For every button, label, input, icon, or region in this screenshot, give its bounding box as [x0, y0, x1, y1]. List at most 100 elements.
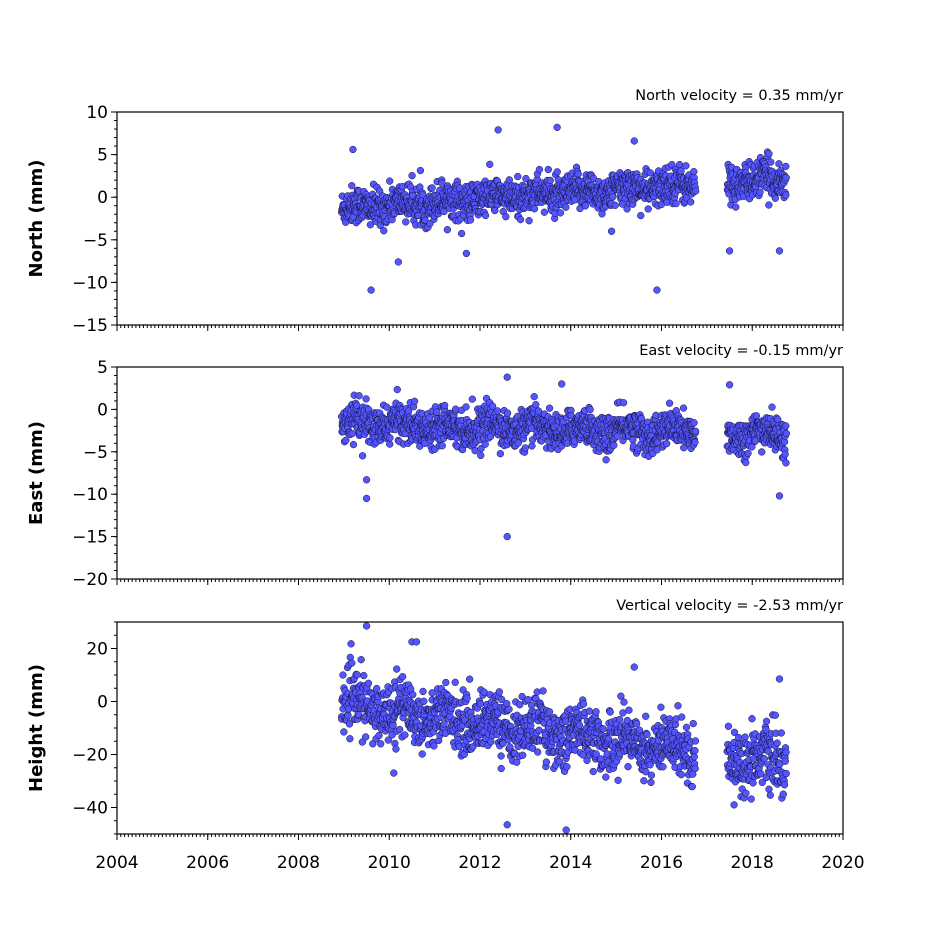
east-point: [468, 395, 476, 403]
height-point: [357, 656, 365, 664]
east-panel-title: East velocity = -0.15 mm/yr: [639, 343, 843, 359]
xtick-label: 2016: [640, 853, 683, 873]
east-point: [690, 419, 698, 427]
height-point: [519, 751, 527, 759]
north-ytick-label: 10: [86, 103, 108, 123]
north-point: [767, 158, 775, 166]
north-point: [782, 162, 790, 171]
north-point: [581, 202, 590, 210]
height-point: [592, 708, 600, 716]
height-point: [760, 755, 769, 763]
north-point: [481, 211, 490, 220]
east-ytick-label: −15: [72, 528, 108, 548]
east-point: [421, 439, 429, 448]
height-point: [539, 687, 547, 695]
height-point: [535, 726, 543, 734]
north-point: [690, 168, 698, 176]
east-point: [665, 399, 674, 407]
height-point: [624, 763, 632, 771]
north-point: [677, 167, 685, 175]
east-point: [462, 403, 470, 411]
east-point: [752, 412, 761, 420]
east-point: [530, 392, 538, 401]
east-outlier-point: [362, 494, 371, 503]
height-ytick-label: −20: [72, 746, 108, 766]
north-outlier-point: [553, 123, 561, 131]
east-point: [362, 395, 370, 403]
north-point: [408, 172, 416, 180]
xtick-label: 2014: [549, 853, 592, 873]
north-point: [771, 194, 779, 202]
height-point: [585, 707, 593, 715]
height-point: [615, 715, 624, 724]
height-point: [340, 728, 348, 736]
east-point: [438, 442, 446, 450]
height-point: [777, 729, 785, 737]
xtick-label: 2004: [95, 853, 138, 873]
height-point: [689, 719, 697, 728]
north-point: [530, 205, 539, 213]
height-point: [401, 731, 409, 739]
east-ytick-label: −5: [83, 443, 108, 463]
height-outlier-point: [412, 638, 421, 646]
height-outlier-point: [730, 801, 738, 809]
height-point: [419, 687, 427, 696]
north-ytick-label: −10: [72, 273, 108, 293]
north-point: [457, 229, 466, 238]
height-point: [749, 779, 757, 787]
east-point: [782, 459, 790, 467]
height-point: [643, 730, 651, 739]
north-ytick-label: 5: [97, 146, 108, 166]
height-point: [347, 640, 355, 648]
height-point: [545, 708, 554, 716]
east-panel: East velocity = -0.15 mm/yr East (mm) 5 0…: [26, 343, 844, 590]
height-point: [393, 665, 401, 673]
east-point: [477, 444, 485, 453]
height-point: [398, 673, 407, 681]
north-outlier-point: [394, 258, 402, 266]
height-point: [420, 697, 428, 705]
height-point: [690, 753, 698, 761]
height-point: [344, 712, 352, 720]
east-point: [782, 429, 791, 438]
height-point: [442, 678, 450, 687]
height-point: [765, 785, 773, 793]
north-point: [428, 184, 436, 192]
height-point: [742, 789, 750, 797]
xtick-label: 2018: [731, 853, 774, 873]
north-outlier-point: [725, 247, 734, 255]
height-point: [542, 758, 550, 766]
north-point: [556, 209, 565, 217]
north-point: [676, 160, 684, 169]
height-point: [497, 752, 505, 760]
height-point: [497, 764, 505, 773]
north-point: [672, 199, 680, 208]
height-point: [625, 706, 633, 714]
height-point: [782, 748, 790, 756]
height-point: [647, 771, 656, 779]
height-point: [678, 713, 686, 721]
north-point: [609, 193, 617, 201]
height-data-points: [338, 622, 790, 834]
xtick-label: 2008: [277, 853, 320, 873]
north-point: [611, 201, 619, 209]
height-outlier-point: [562, 826, 570, 834]
height-point: [392, 745, 400, 753]
xtick-label: 2010: [368, 853, 411, 873]
height-point: [396, 725, 404, 734]
north-point: [440, 207, 448, 216]
north-point: [502, 213, 510, 221]
east-point: [440, 401, 449, 410]
east-axis-label: East (mm): [26, 421, 47, 525]
east-point: [602, 456, 610, 464]
north-point: [416, 166, 425, 175]
height-outlier-point: [390, 769, 398, 777]
height-point: [691, 747, 699, 755]
height-point: [677, 771, 685, 779]
height-point: [534, 748, 542, 756]
height-point: [339, 671, 347, 679]
east-plot-frame: [116, 366, 844, 580]
east-ytick-label: −10: [72, 485, 108, 505]
east-point: [410, 397, 419, 405]
